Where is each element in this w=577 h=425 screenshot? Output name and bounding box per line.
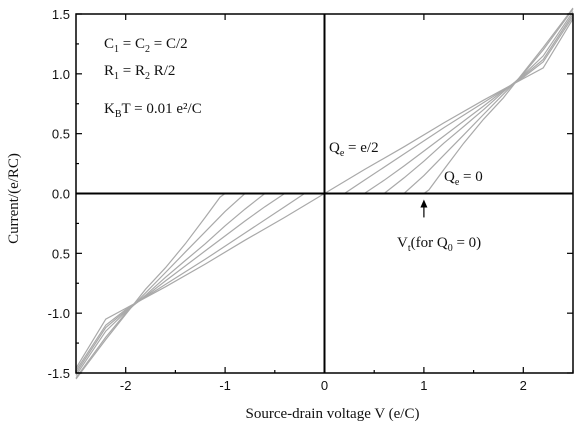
- y-tick-label-2: 0.5: [52, 127, 70, 142]
- label-qe-zero: Qe = 0: [444, 169, 483, 188]
- threshold-arrow: [420, 199, 427, 217]
- x-tick-label-2: 0: [321, 378, 328, 393]
- y-tick-label-3: 0.0: [52, 187, 70, 202]
- x-tick-label-3: 1: [420, 378, 427, 393]
- param-resistance: R1 = R2 R/2: [104, 63, 175, 82]
- y-axis-label: Current/(e/RC): [6, 153, 22, 244]
- x-axis-label: Source-drain voltage V (e/C): [246, 406, 420, 422]
- y-tick-label-5: -1.0: [48, 306, 70, 321]
- y-tick-label-0: 1.5: [52, 7, 70, 22]
- x-tick-label-4: 2: [520, 378, 527, 393]
- y-tick-label-4: 0.5: [52, 246, 70, 261]
- arrow-head: [420, 199, 427, 207]
- y-tick-label-1: 1.0: [52, 67, 70, 82]
- x-tick-label-0: -2: [120, 378, 132, 393]
- y-tick-label-6: -1.5: [48, 366, 70, 381]
- x-tick-label-1: -1: [219, 378, 231, 393]
- param-capacitance: C1 = C2 = C/2: [104, 36, 188, 55]
- label-threshold-voltage: Vt(for Q0 = 0): [397, 235, 481, 254]
- label-qe-half: Qe = e/2: [329, 140, 379, 159]
- param-temperature: KBT = 0.01 e²/C: [104, 101, 202, 120]
